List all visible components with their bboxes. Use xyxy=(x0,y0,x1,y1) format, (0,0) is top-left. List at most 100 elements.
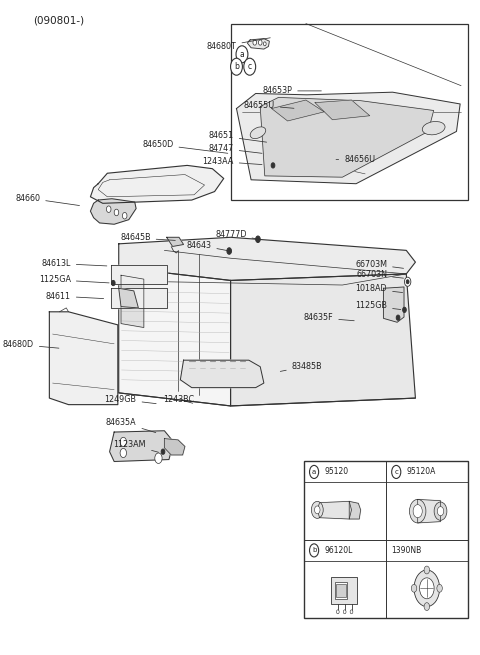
Text: 84611: 84611 xyxy=(46,291,104,301)
Polygon shape xyxy=(109,431,173,462)
Bar xyxy=(331,576,358,604)
Circle shape xyxy=(343,610,346,614)
Circle shape xyxy=(264,42,266,46)
Polygon shape xyxy=(272,100,324,121)
Circle shape xyxy=(405,277,411,286)
Polygon shape xyxy=(167,237,183,246)
Circle shape xyxy=(406,280,409,284)
Polygon shape xyxy=(90,198,136,224)
Circle shape xyxy=(437,506,444,515)
Circle shape xyxy=(350,610,353,614)
Circle shape xyxy=(244,58,256,75)
Text: 66703N: 66703N xyxy=(356,270,404,279)
Text: 84645B: 84645B xyxy=(120,233,175,242)
Polygon shape xyxy=(119,267,230,406)
Text: 84651: 84651 xyxy=(209,132,266,142)
Text: 1018AD: 1018AD xyxy=(356,284,403,293)
Polygon shape xyxy=(119,237,415,280)
Circle shape xyxy=(161,449,165,455)
Text: 83485B: 83485B xyxy=(280,362,323,371)
Polygon shape xyxy=(384,287,404,322)
Text: b: b xyxy=(312,548,316,553)
Circle shape xyxy=(424,603,430,610)
Text: 1243AA: 1243AA xyxy=(203,157,262,166)
Circle shape xyxy=(253,40,257,45)
Circle shape xyxy=(434,502,447,520)
Text: 84656U: 84656U xyxy=(336,155,375,164)
Circle shape xyxy=(111,280,115,286)
Text: 84777D: 84777D xyxy=(215,229,256,239)
Polygon shape xyxy=(315,100,370,120)
Bar xyxy=(336,584,347,597)
Text: 84643: 84643 xyxy=(186,240,227,250)
Text: (090801-): (090801-) xyxy=(33,15,84,25)
Text: 1243BC: 1243BC xyxy=(163,395,194,404)
Polygon shape xyxy=(230,274,415,406)
Ellipse shape xyxy=(250,127,266,139)
Circle shape xyxy=(258,40,262,45)
Circle shape xyxy=(413,504,422,517)
Circle shape xyxy=(392,466,401,479)
Text: 95120A: 95120A xyxy=(406,468,436,476)
Text: 84747: 84747 xyxy=(208,144,262,153)
Circle shape xyxy=(120,438,127,447)
Circle shape xyxy=(120,449,127,458)
Text: 84655U: 84655U xyxy=(243,101,294,110)
Ellipse shape xyxy=(422,121,445,135)
Circle shape xyxy=(310,466,319,479)
Text: 84635A: 84635A xyxy=(106,418,156,432)
Text: 1390NB: 1390NB xyxy=(391,546,421,555)
Circle shape xyxy=(424,566,430,574)
Text: 84660: 84660 xyxy=(15,194,80,206)
Circle shape xyxy=(420,578,434,599)
Text: 84635F: 84635F xyxy=(304,313,354,322)
Polygon shape xyxy=(164,439,185,455)
Circle shape xyxy=(437,584,443,592)
Circle shape xyxy=(312,501,323,518)
Polygon shape xyxy=(317,501,351,519)
Text: 84680T: 84680T xyxy=(207,38,270,51)
Polygon shape xyxy=(248,39,269,49)
Circle shape xyxy=(409,499,426,523)
Polygon shape xyxy=(119,288,138,308)
Polygon shape xyxy=(90,166,224,203)
Circle shape xyxy=(236,46,248,63)
Text: 84650D: 84650D xyxy=(142,140,228,153)
Text: c: c xyxy=(248,62,252,71)
Circle shape xyxy=(256,236,260,242)
Polygon shape xyxy=(180,360,264,388)
Polygon shape xyxy=(260,98,433,177)
Text: c: c xyxy=(394,469,398,475)
Circle shape xyxy=(396,315,400,320)
Circle shape xyxy=(155,453,162,464)
Polygon shape xyxy=(110,288,167,308)
Text: 84613L: 84613L xyxy=(41,259,107,268)
Text: 1125GB: 1125GB xyxy=(355,301,401,310)
Circle shape xyxy=(114,209,119,215)
Polygon shape xyxy=(49,312,118,405)
Text: a: a xyxy=(240,50,244,59)
Text: 96120L: 96120L xyxy=(324,546,352,555)
Circle shape xyxy=(310,544,319,557)
Text: 1249GB: 1249GB xyxy=(105,395,156,404)
Polygon shape xyxy=(121,275,144,328)
Bar xyxy=(335,582,348,599)
Circle shape xyxy=(227,248,231,254)
Text: a: a xyxy=(312,469,316,475)
Circle shape xyxy=(271,163,275,168)
Polygon shape xyxy=(110,265,167,284)
Text: 1123AM: 1123AM xyxy=(114,440,158,452)
Text: 66703M: 66703M xyxy=(355,259,404,269)
Circle shape xyxy=(411,584,417,592)
Circle shape xyxy=(403,307,406,312)
Circle shape xyxy=(414,570,440,607)
Circle shape xyxy=(314,506,320,514)
Circle shape xyxy=(336,610,339,614)
Bar xyxy=(303,462,468,618)
Circle shape xyxy=(122,212,127,219)
Circle shape xyxy=(107,206,111,212)
Text: 95120: 95120 xyxy=(324,468,348,476)
Polygon shape xyxy=(349,501,360,519)
Text: 1125GA: 1125GA xyxy=(39,275,109,284)
Bar xyxy=(230,24,468,200)
